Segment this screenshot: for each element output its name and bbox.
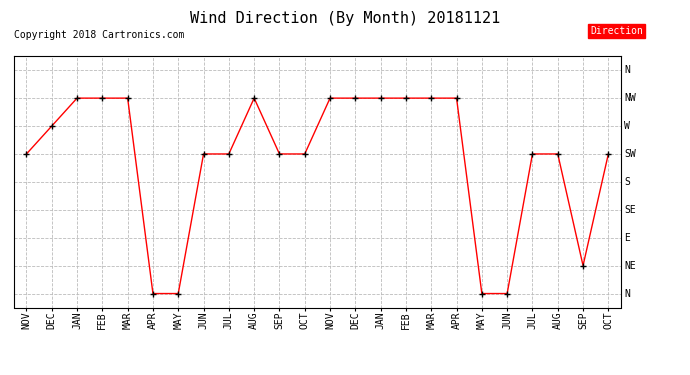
Text: SW: SW xyxy=(624,149,635,159)
Text: N: N xyxy=(624,65,630,75)
Text: N: N xyxy=(624,288,630,298)
Text: S: S xyxy=(624,177,630,187)
Text: Direction: Direction xyxy=(590,26,643,36)
Text: SE: SE xyxy=(624,205,635,215)
Text: E: E xyxy=(624,233,630,243)
Text: Copyright 2018 Cartronics.com: Copyright 2018 Cartronics.com xyxy=(14,30,184,40)
Text: NW: NW xyxy=(624,93,635,103)
Text: NE: NE xyxy=(624,261,635,271)
Text: W: W xyxy=(624,121,630,131)
Text: Wind Direction (By Month) 20181121: Wind Direction (By Month) 20181121 xyxy=(190,11,500,26)
